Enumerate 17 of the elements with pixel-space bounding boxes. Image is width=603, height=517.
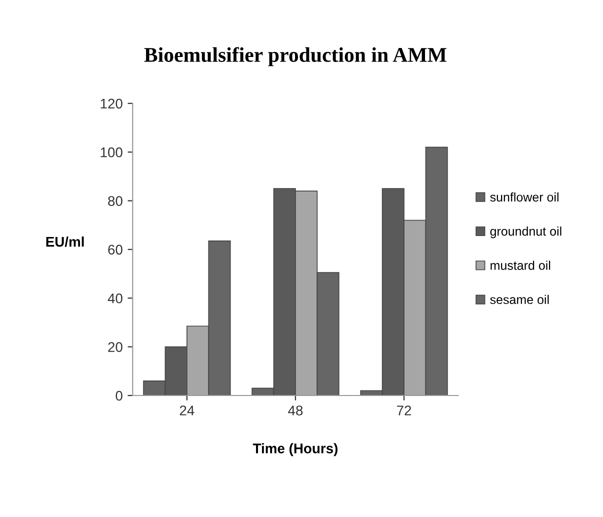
legend-label: groundnut oil xyxy=(490,226,562,238)
chart-title: Bioemulsifier production in AMM xyxy=(144,47,446,66)
y-axis-title: EU/ml xyxy=(46,236,84,247)
y-tick-label: 20 xyxy=(108,342,122,352)
legend-label: mustard oil xyxy=(490,260,550,270)
y-tick-label: 40 xyxy=(108,293,122,304)
x-tick-label: 72 xyxy=(397,406,412,416)
y-tick-label: 60 xyxy=(108,244,122,255)
x-tick-label: 24 xyxy=(180,406,194,416)
legend-label: sunflower oil xyxy=(490,192,558,202)
x-tick-label: 48 xyxy=(288,406,303,416)
y-tick-label: 0 xyxy=(116,390,122,401)
y-tick-label: 80 xyxy=(108,196,122,206)
y-tick-label: 120 xyxy=(100,98,122,109)
x-axis-title: Time (Hours) xyxy=(252,443,338,456)
y-tick-label: 100 xyxy=(100,147,122,158)
legend-label: sesame oil xyxy=(490,294,549,304)
